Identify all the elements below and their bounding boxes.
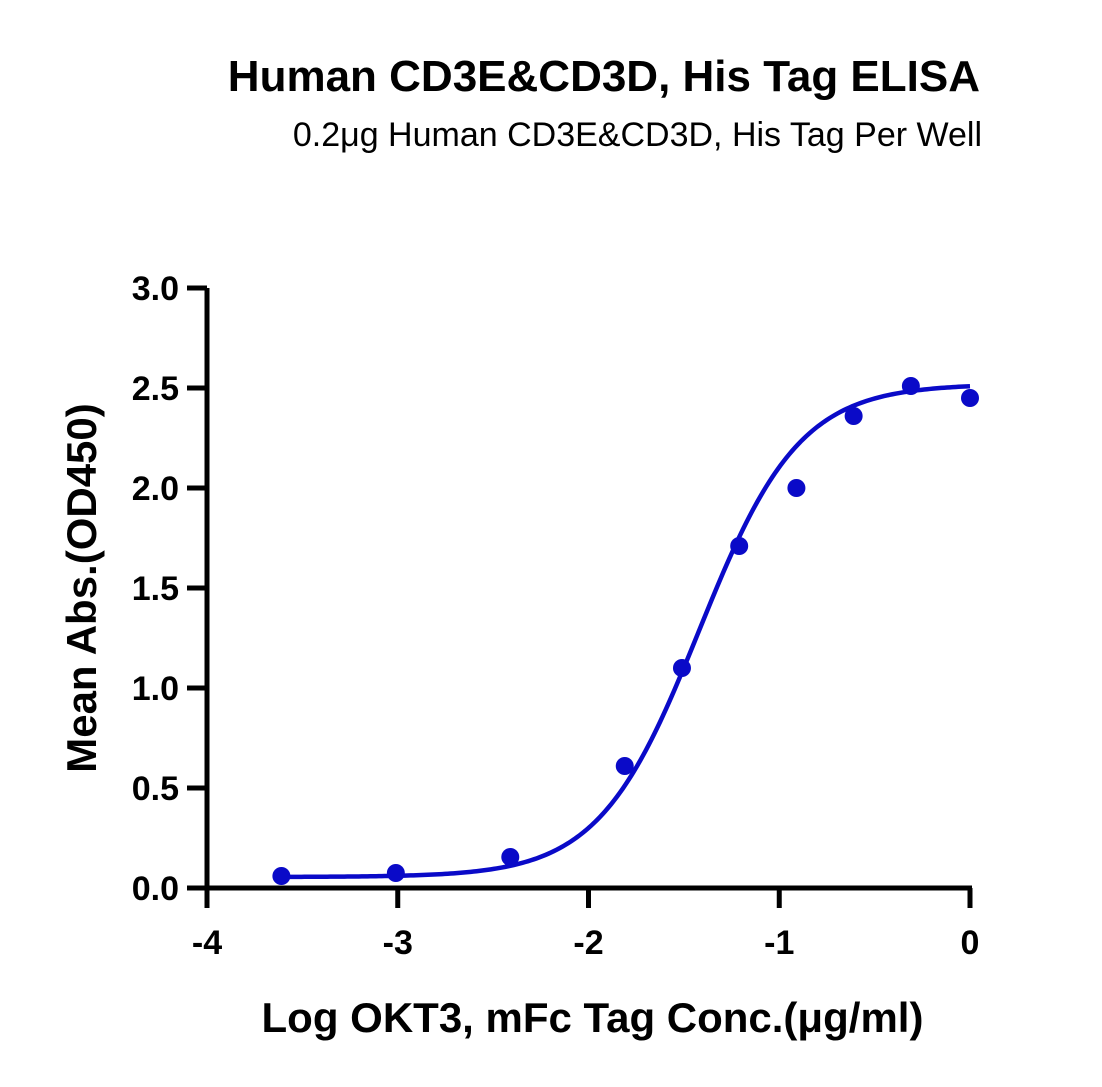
data-point <box>730 537 749 555</box>
x-tick-label: -2 <box>573 924 603 962</box>
axes: 0.0 0.5 1.0 1.5 2.0 2.5 3.0 -4 -3 -2 -1 0 <box>132 270 980 962</box>
y-tick-label: 1.0 <box>132 670 179 708</box>
chart-subtitle: 0.2μg Human CD3E&CD3D, His Tag Per Well <box>292 116 982 154</box>
data-point <box>844 407 863 425</box>
data-point <box>272 867 291 885</box>
data-point <box>386 864 405 882</box>
x-tick-label: -1 <box>764 924 794 962</box>
data-point <box>961 389 979 407</box>
data-point <box>501 848 520 866</box>
y-tick-label: 2.5 <box>132 370 179 408</box>
data-point <box>615 757 634 775</box>
x-tick-label: -4 <box>192 924 222 962</box>
x-tick-label: 0 <box>961 924 980 962</box>
data-points-layer <box>272 377 979 885</box>
data-point <box>672 659 691 677</box>
y-tick-label: 2.0 <box>132 470 179 508</box>
x-axis-label: Log OKT3, mFc Tag Conc.(μg/ml) <box>262 994 924 1041</box>
data-point <box>901 377 920 395</box>
y-tick-label: 3.0 <box>132 270 179 308</box>
y-tick-label: 0.0 <box>132 870 179 908</box>
fit-curve-layer <box>281 383 971 880</box>
chart-title: Human CD3E&CD3D, His Tag ELISA <box>227 52 980 101</box>
fit-curve <box>281 383 971 880</box>
y-axis-label: Mean Abs.(OD450) <box>58 403 105 773</box>
x-tick-label: -3 <box>383 924 413 962</box>
y-tick-label: 0.5 <box>132 770 179 808</box>
y-tick-label: 1.5 <box>132 570 179 608</box>
data-point <box>787 479 806 497</box>
